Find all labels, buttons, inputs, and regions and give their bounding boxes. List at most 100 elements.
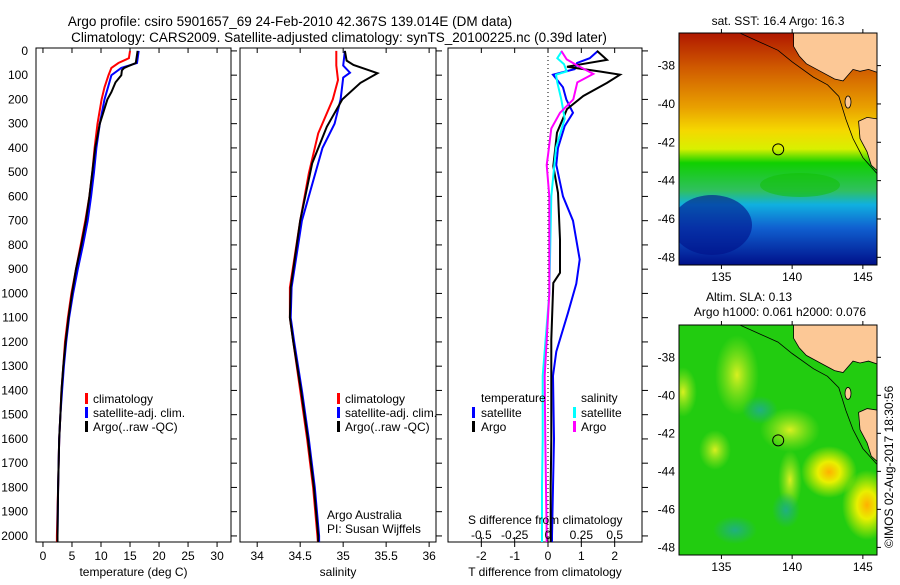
profile-panels: 0100200300400500600700800900100011001200…	[1, 44, 648, 579]
timestamp: ©IMOS 02-Aug-2017 18:30:56	[882, 385, 896, 548]
map-y-tick-label: -40	[658, 388, 676, 402]
s-x-tick-label: 0.25	[570, 528, 594, 542]
king-island	[844, 95, 852, 109]
y-tick-label: 400	[8, 141, 28, 155]
map-y-tick-label: -48	[658, 540, 676, 554]
map-y-tick-label: -44	[658, 174, 676, 188]
temperature-panel: 0100200300400500600700800900100011001200…	[1, 44, 237, 579]
temperature-legend: climatology satellite-adj. clim. Argo(..…	[85, 392, 185, 434]
legend-label-t-satellite: satellite	[481, 406, 522, 420]
y-tick-label: 200	[8, 92, 28, 106]
y-tick-label: 500	[8, 165, 28, 179]
s-x-tick-label: 0	[545, 528, 552, 542]
shelf-contour	[738, 325, 877, 466]
map-x-tick-label: 140	[782, 270, 802, 284]
x-tick-label: 34.5	[288, 549, 312, 563]
legend-label-s-argo: Argo	[581, 420, 607, 434]
salinity-legend: climatology satellite-adj. clim. Argo(..…	[327, 392, 437, 536]
salinity-panel: 34 34.5 35 35.5 36 salinity	[239, 47, 442, 579]
x-tick-label: -2	[476, 549, 487, 563]
y-tick-label: 300	[8, 117, 28, 131]
y-tick-label: 1700	[1, 456, 28, 470]
sla-map-title: Altim. SLA: 0.13	[706, 290, 792, 304]
y-tick-label: 100	[8, 68, 28, 82]
s-x-tick-label: -0.5	[471, 528, 492, 542]
x-tick-label: 0	[40, 549, 47, 563]
series-argo-raw-qc-	[56, 50, 139, 542]
map-x-tick-label: 135	[711, 270, 731, 284]
map-y-tick-label: -42	[658, 426, 676, 440]
difference-legend: temperature salinity satellite Argo sate…	[468, 391, 623, 527]
series-group	[288, 50, 380, 542]
y-tick-label: 1500	[1, 408, 28, 422]
legend-heading-temperature: temperature	[481, 391, 546, 405]
legend-label-satellite: satellite-adj. clim.	[93, 406, 185, 420]
series-group	[55, 50, 140, 542]
y-tick-label: 0	[21, 44, 28, 58]
sst-map: sat. SST: 16.4 Argo: 16.3 135 140 145 -38 -4…	[658, 14, 881, 284]
map-x-tick-label: 145	[853, 560, 873, 574]
y-tick-label: 700	[8, 214, 28, 228]
mainland-australia	[793, 325, 877, 373]
y-tick-label: 1400	[1, 383, 28, 397]
legend-heading-salinity: salinity	[581, 391, 618, 405]
pi-annotation: PI: Susan Wijffels	[327, 522, 421, 536]
title-line-2: Climatology: CARS2009. Satellite-adjuste…	[71, 30, 607, 45]
x-axis-label: T difference from climatology	[468, 565, 622, 579]
difference-panel: -2 -1 0 1 2 T difference from climatology -0.5…	[447, 47, 648, 579]
legend-swatch-climatology	[85, 393, 88, 404]
mainland-australia	[793, 33, 877, 82]
map-x-tick-label: 145	[853, 270, 873, 284]
x-tick-label: -1	[509, 549, 520, 563]
s-axis-label: S difference from climatology	[468, 513, 623, 527]
y-tick-label: 1200	[1, 335, 28, 349]
series-temperature-argo	[549, 50, 623, 542]
map-y-tick-label: -46	[658, 212, 676, 226]
tasmania	[858, 116, 877, 172]
tasmania	[858, 408, 877, 462]
plot-frame	[35, 47, 232, 543]
legend-label-argo: Argo(..raw -QC)	[345, 420, 430, 434]
legend-swatch-s-argo	[573, 421, 576, 432]
x-tick-label: 15	[123, 549, 137, 563]
sst-map-title: sat. SST: 16.4 Argo: 16.3	[712, 14, 845, 28]
map-y-tick-label: -38	[658, 350, 676, 364]
y-tick-label: 800	[8, 238, 28, 252]
legend-swatch-satellite	[85, 407, 88, 418]
y-tick-label: 2000	[1, 529, 28, 543]
map-y-tick-label: -44	[658, 464, 676, 478]
x-tick-label: 35.5	[374, 549, 398, 563]
legend-swatch-t-satellite	[472, 407, 475, 418]
sst-map-frame	[678, 32, 878, 266]
y-tick-label: 1300	[1, 359, 28, 373]
map-y-tick-label: -38	[658, 59, 676, 73]
series-salinity-satellite	[541, 50, 569, 542]
x-tick-label: 35	[336, 549, 350, 563]
sla-map: Altim. SLA: 0.13 Argo h1000: 0.061 h2000…	[658, 290, 881, 574]
legend-label-argo: Argo(..raw -QC)	[93, 420, 178, 434]
x-tick-label: 34	[251, 549, 265, 563]
credit-annotation: Argo Australia	[327, 508, 402, 522]
shelf-contour	[738, 33, 877, 175]
map-x-tick-label: 140	[782, 560, 802, 574]
y-tick-label: 900	[8, 262, 28, 276]
legend-swatch-argo	[85, 421, 88, 432]
title-line-1: Argo profile: csiro 5901657_69 24-Feb-20…	[68, 14, 512, 29]
x-tick-label: 30	[210, 549, 224, 563]
y-tick-label: 1000	[1, 286, 28, 300]
s-x-tick-label: 0.5	[606, 528, 623, 542]
argo-float-marker	[772, 434, 785, 447]
legend-swatch-satellite	[337, 407, 340, 418]
legend-label-s-satellite: satellite	[581, 406, 622, 420]
x-tick-label: 5	[69, 549, 76, 563]
map-x-tick-label: 135	[711, 560, 731, 574]
legend-label-satellite: satellite-adj. clim.	[345, 406, 437, 420]
x-tick-label: 0	[545, 549, 552, 563]
map-y-tick-label: -42	[658, 135, 676, 149]
legend-label-t-argo: Argo	[481, 420, 507, 434]
series-salinity-argo	[543, 50, 596, 542]
x-tick-label: 2	[611, 549, 618, 563]
legends: climatology satellite-adj. clim. Argo(..…	[85, 391, 623, 536]
y-tick-label: 1800	[1, 480, 28, 494]
